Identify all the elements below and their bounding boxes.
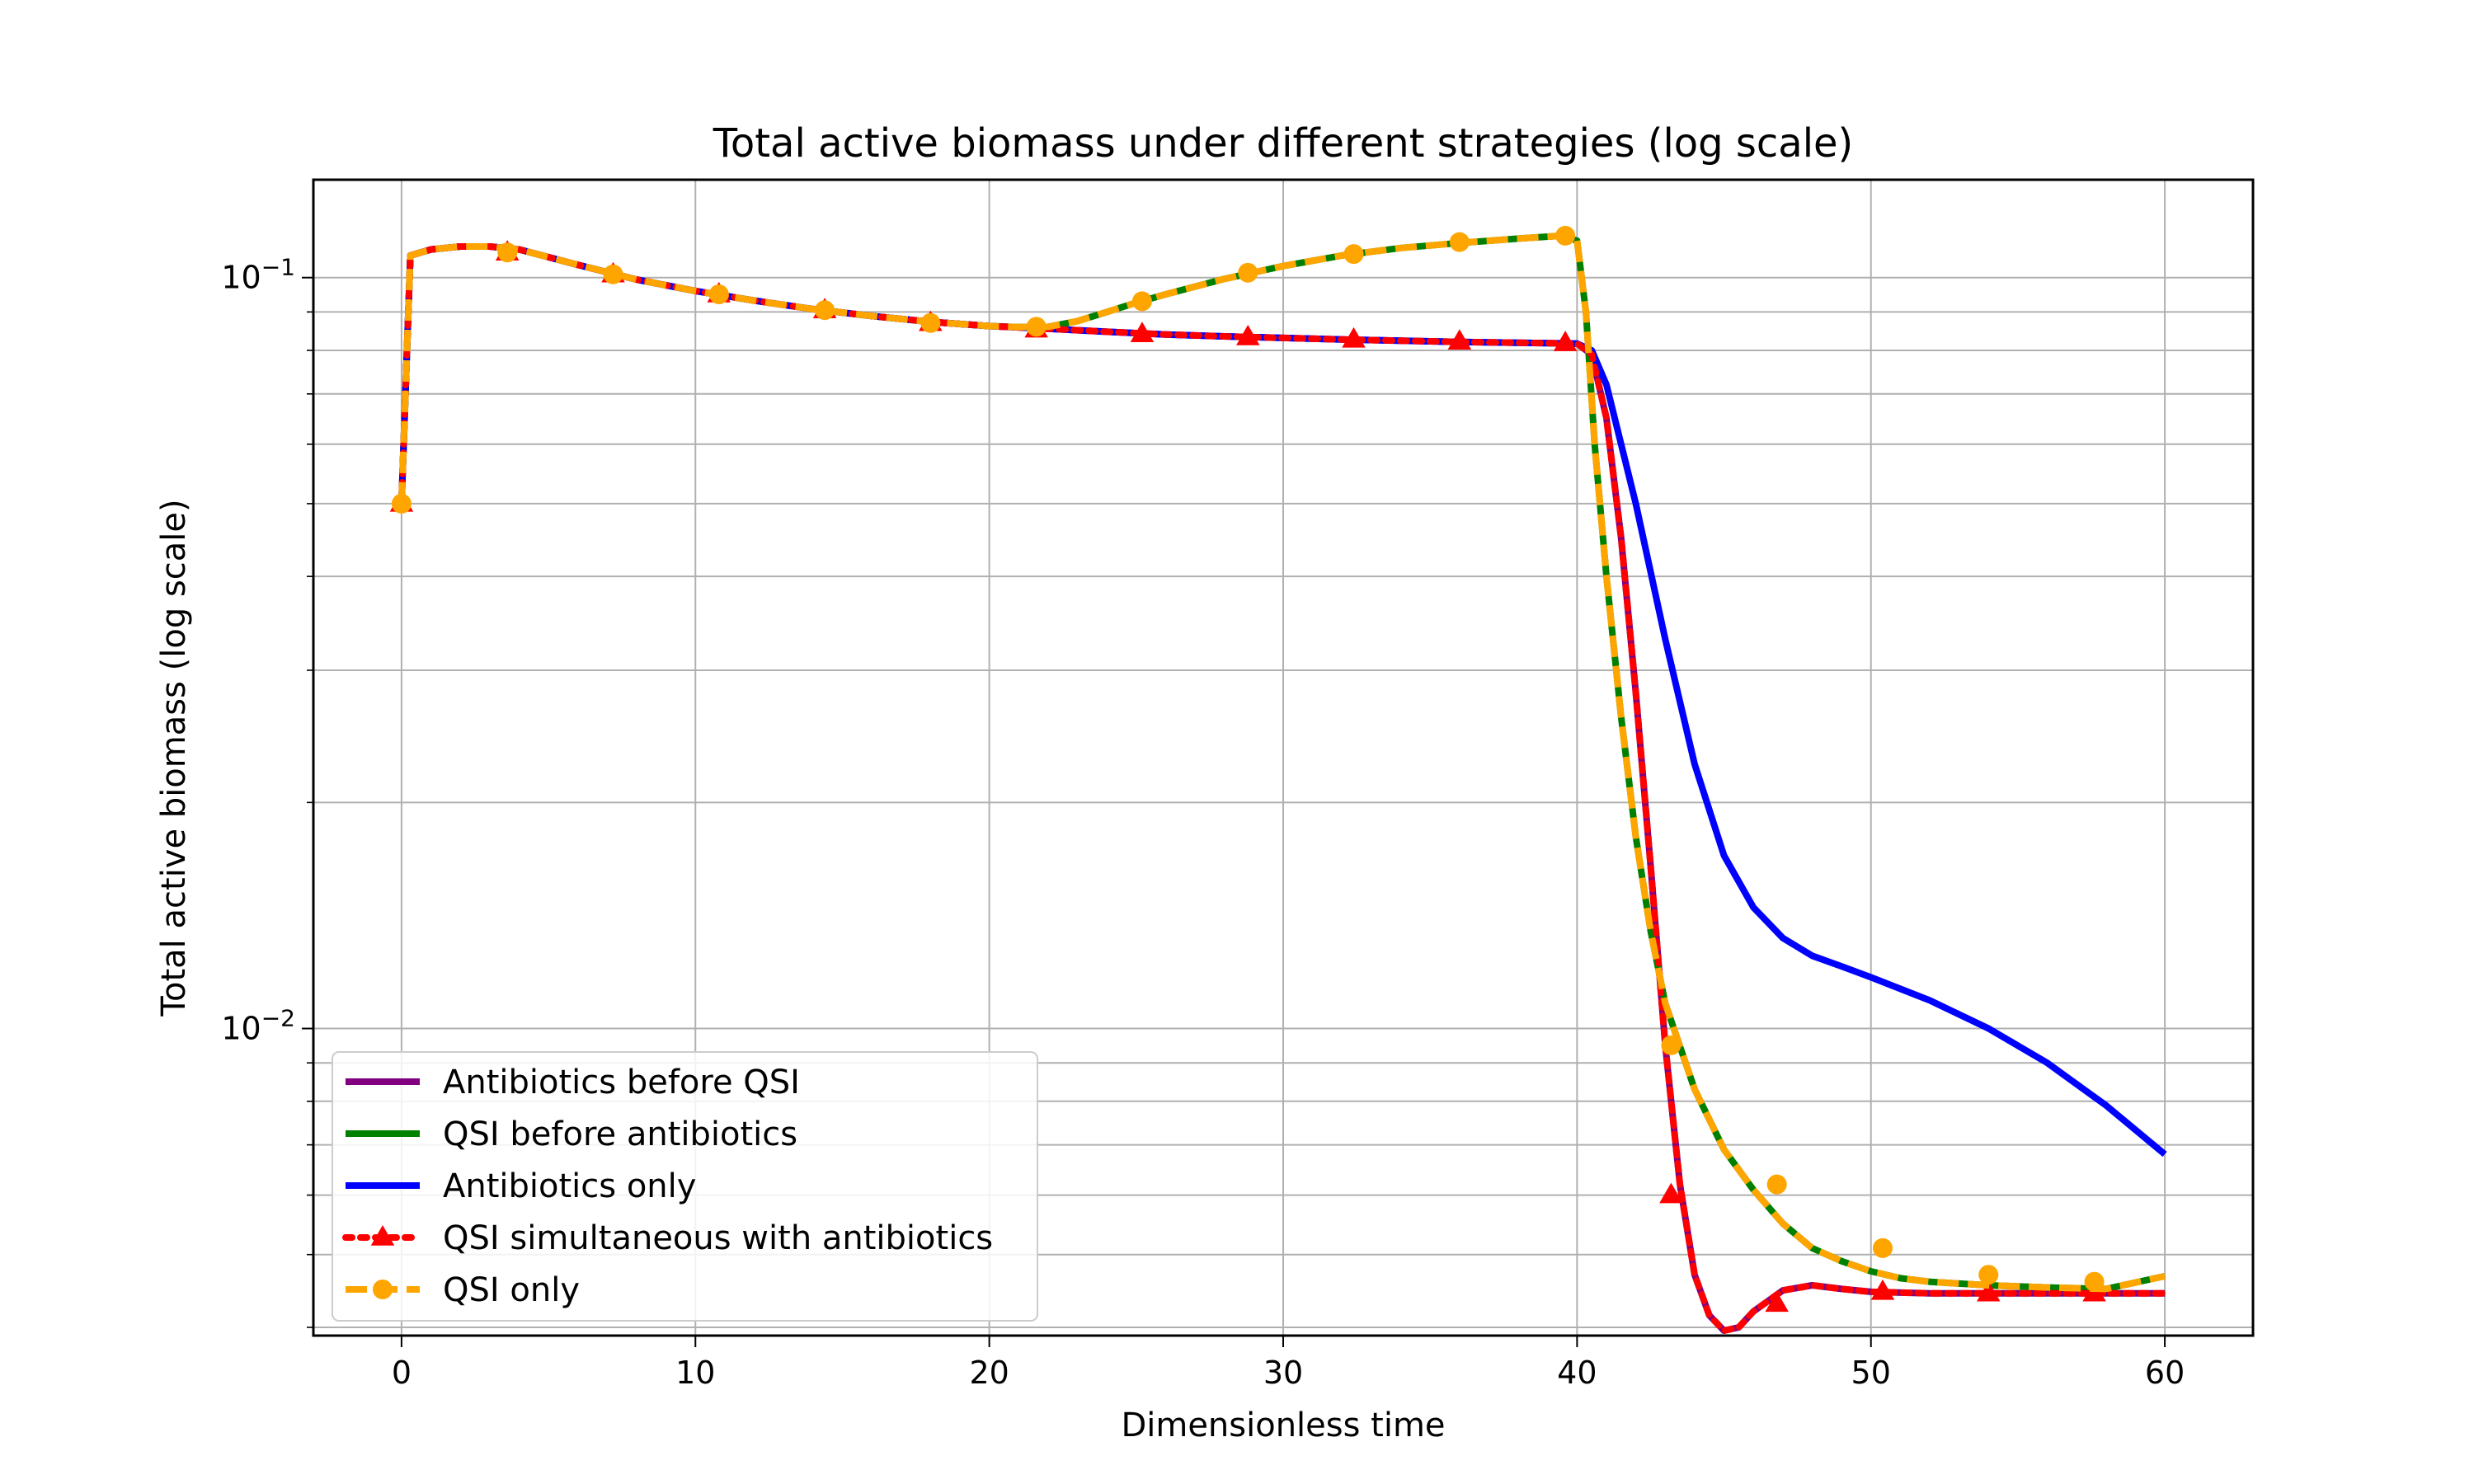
y-axis-label: Total active biomass (log scale)	[155, 499, 193, 1017]
series-marker	[1766, 1174, 1787, 1195]
x-tick-label: 50	[1851, 1355, 1891, 1391]
x-tick-label: 40	[1557, 1355, 1597, 1391]
legend: Antibiotics before QSI QSI before antibio…	[332, 1051, 1038, 1322]
series-marker	[1661, 1035, 1681, 1055]
series-marker	[1130, 322, 1155, 342]
x-tick-label: 20	[969, 1355, 1009, 1391]
series-marker	[603, 264, 623, 284]
y-tick-label: 10−2	[221, 1005, 295, 1047]
legend-label: QSI only	[443, 1271, 580, 1309]
x-tick-label: 10	[675, 1355, 715, 1391]
series-marker	[1977, 1280, 2001, 1302]
series-marker	[1449, 232, 1470, 252]
x-axis-label: Dimensionless time	[1121, 1407, 1445, 1444]
legend-label: QSI simultaneous with antibiotics	[443, 1219, 993, 1257]
series-marker	[391, 493, 412, 514]
legend-item: Antibiotics before QSI	[346, 1064, 800, 1101]
plot-series	[389, 225, 2169, 1334]
x-tick-label: 60	[2145, 1355, 2185, 1391]
x-tick-label: 0	[392, 1355, 412, 1391]
series-marker	[708, 284, 729, 305]
legend-label: Antibiotics before QSI	[443, 1064, 800, 1101]
series-marker	[1872, 1237, 1893, 1258]
x-tick-label: 30	[1263, 1355, 1303, 1391]
series-line	[397, 232, 2166, 1293]
legend-swatch-marker	[370, 1225, 395, 1246]
axes-ticks: 0 10 20 30 40 50 60 10−1 10−2	[221, 254, 2185, 1391]
legend-box	[332, 1051, 1038, 1322]
series-marker	[1026, 317, 1047, 337]
series-marker	[1131, 291, 1152, 312]
series-marker	[1447, 329, 1472, 350]
legend-item: Antibiotics only	[346, 1167, 696, 1205]
series-marker	[920, 312, 941, 333]
series-marker	[1978, 1265, 1999, 1285]
series-marker	[1343, 244, 1364, 265]
legend-label: Antibiotics only	[443, 1167, 696, 1205]
series-marker	[497, 242, 518, 263]
chart-title: Total active biomass under different str…	[713, 120, 1854, 167]
y-tick-label: 10−1	[221, 254, 295, 296]
series-marker	[1342, 326, 1366, 348]
legend-swatch-marker	[373, 1280, 393, 1299]
legend-item: QSI simultaneous with antibiotics	[342, 1219, 993, 1257]
series-marker	[1235, 324, 1260, 345]
series-marker	[1765, 1291, 1789, 1313]
series-marker	[1870, 1279, 1895, 1300]
series-qsi-only	[391, 225, 2166, 1293]
legend-item: QSI only	[346, 1271, 580, 1309]
series-marker	[1555, 225, 1576, 246]
grid	[313, 180, 2253, 1336]
series-marker	[1238, 262, 1258, 283]
series-marker	[1553, 331, 1578, 351]
series-marker	[815, 300, 835, 321]
series-marker	[2084, 1271, 2105, 1292]
legend-item: QSI before antibiotics	[346, 1115, 797, 1153]
series-marker	[1659, 1182, 1683, 1204]
legend-label: QSI before antibiotics	[443, 1115, 797, 1153]
